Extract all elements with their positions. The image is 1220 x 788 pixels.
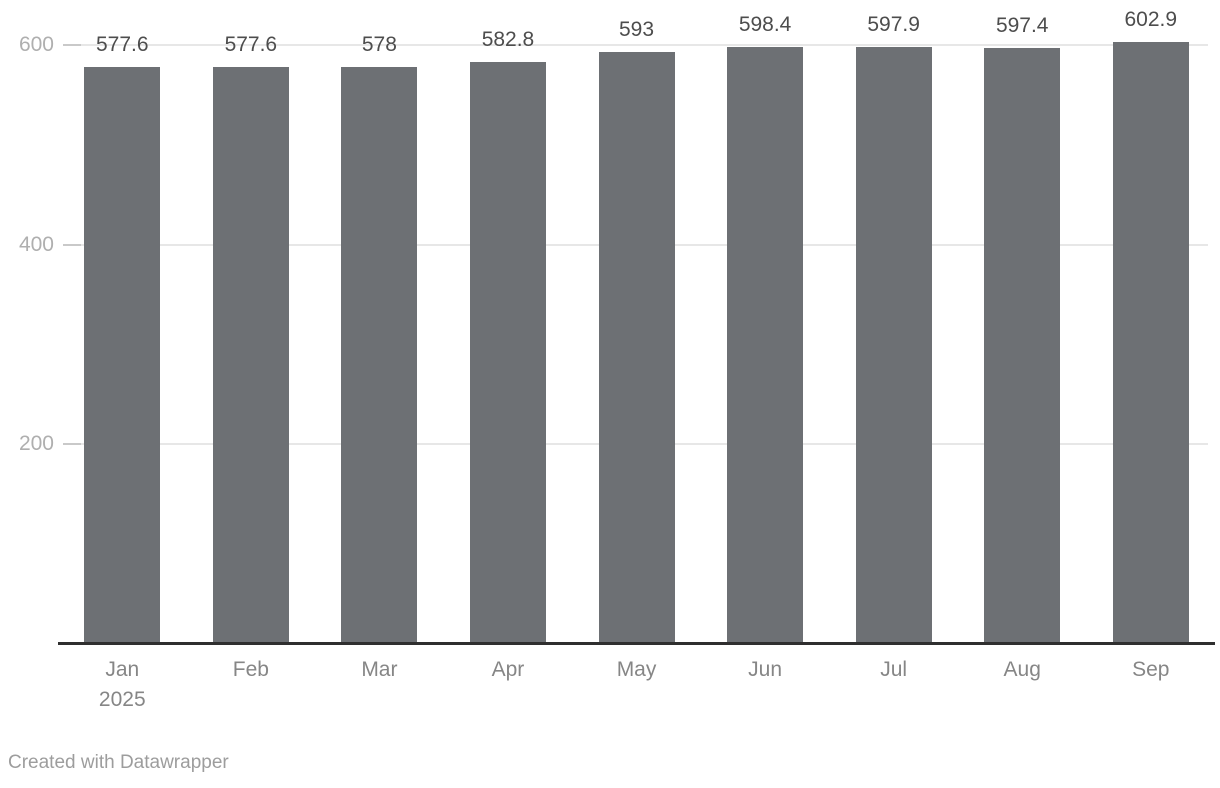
bar-value-label: 582.8 [481,28,535,52]
bar-column: 597.4 [958,0,1087,644]
y-axis-tick-mark [63,44,81,46]
x-axis-label-month: Apr [491,658,525,681]
bar-column: 593 [572,0,701,644]
bar [212,67,289,644]
x-axis-label: Feb [187,655,316,715]
bar [84,67,161,644]
x-axis-label-month: Jun [748,658,783,681]
bar-column: 577.6 [58,0,187,644]
y-axis-tick-mark [63,243,81,246]
x-axis-label: Apr [444,655,573,715]
x-axis-label: Mar [315,655,444,715]
x-axis-label-month: Mar [361,658,398,681]
bars: 577.6 577.6 578 582.8 593 598.4 597.9 597.4 602.… [58,0,1215,644]
y-axis-tick-mark [63,443,81,446]
bar-value-label: 602.9 [1124,8,1178,32]
x-axis-label-month: Aug [1003,658,1041,681]
plot-area: 200 400 600 577.6 577.6 578 582.8 593 598.4 597.… [18,0,1215,644]
x-axis-label: Sep [1087,655,1216,715]
bar-column: 582.8 [444,0,573,644]
x-axis-labels: Jan 2025 Feb Mar Apr May Jun Jul Aug Sep [58,655,1215,715]
bar [1112,42,1189,644]
x-axis-label-month: Jul [880,658,908,681]
x-axis-label: Jul [829,655,958,715]
x-axis-baseline [58,642,1215,645]
bar [855,47,932,644]
x-axis-label-month: Jan [105,658,140,681]
bar-column: 578 [315,0,444,644]
bar-value-label: 578 [361,32,397,56]
x-axis-label-month: Feb [232,658,269,681]
bar [469,62,546,644]
y-axis-tick-label: 600 [18,33,54,56]
bar [341,66,418,644]
bar-value-label: 597.4 [995,13,1049,37]
y-axis-tick-label: 400 [18,232,54,256]
y-axis-tick-label: 200 [18,432,54,456]
bar-value-label: 598.4 [738,12,792,36]
bar-column: 577.6 [187,0,316,644]
x-axis-label-year: 2025 [98,688,146,711]
x-axis-label: May [572,655,701,715]
x-axis-label-month: Sep [1132,658,1170,681]
bar [598,52,675,644]
datawrapper-credit-link[interactable]: Created with Datawrapper [8,752,229,773]
bar-value-label: 597.9 [867,13,920,37]
bar-value-label: 577.6 [96,33,149,57]
bar-column: 597.9 [829,0,958,644]
bar-value-label: 577.6 [224,33,278,57]
bar [727,46,804,644]
x-axis-label: Jan 2025 [58,655,187,715]
x-axis-label: Aug [958,655,1087,715]
x-axis-label: Jun [701,655,830,715]
bar-column: 602.9 [1087,0,1216,644]
bar [984,47,1061,644]
bar-value-label: 593 [619,18,655,41]
gridline [81,44,1208,46]
bar-column: 598.4 [701,0,830,644]
x-axis-label-month: May [616,658,657,681]
